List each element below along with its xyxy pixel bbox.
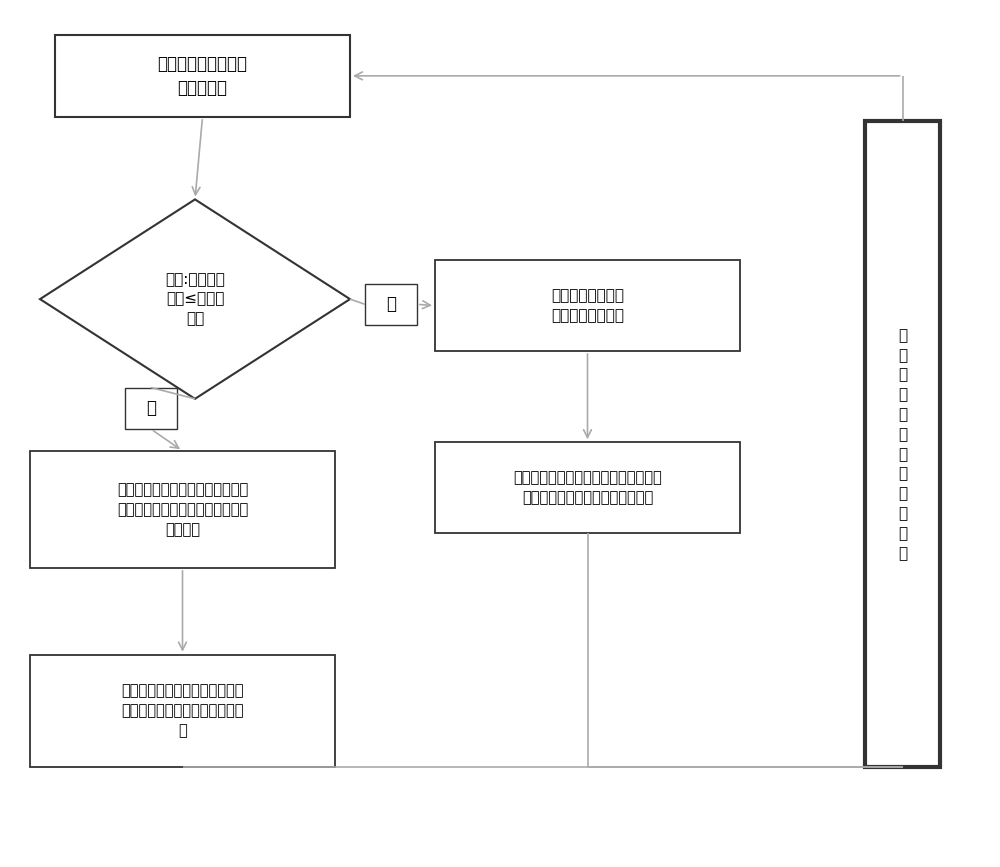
Text: 是: 是	[146, 400, 156, 417]
Bar	[30, 451, 335, 568]
Text: 否: 否	[386, 296, 396, 313]
Bar	[865, 121, 940, 767]
Bar	[365, 284, 417, 325]
Bar	[55, 35, 350, 117]
Bar	[435, 260, 740, 351]
Text: 判断:沉积表面
高程≤基准面
高程: 判断:沉积表面 高程≤基准面 高程	[165, 272, 225, 326]
Text: 根据沉积物的密度计算沉积物的
厚度，并添加到沉积表面的高程
上: 根据沉积物的密度计算沉积物的 厚度，并添加到沉积表面的高程 上	[121, 684, 244, 738]
Bar	[435, 442, 740, 533]
Bar	[125, 388, 177, 429]
Text: 根据沉积物的密度计算沉积物的厚度，
沉积表面的高程，沉积物质的组成: 根据沉积物的密度计算沉积物的厚度， 沉积表面的高程，沉积物质的组成	[513, 470, 662, 505]
Text: 基
准
面
高
程
，
沉
积
表
面
高
程: 基 准 面 高 程 ， 沉 积 表 面 高 程	[898, 328, 907, 561]
Text: 发生剥蚀带入剥蚀
公式，计算剥蚀量: 发生剥蚀带入剥蚀 公式，计算剥蚀量	[551, 288, 624, 323]
Bar	[30, 655, 335, 767]
Polygon shape	[40, 199, 350, 399]
Text: 发生沉积作用带入沉积公式，计算
沉积量，沉积表面的高程，沉积物
质的组成: 发生沉积作用带入沉积公式，计算 沉积量，沉积表面的高程，沉积物 质的组成	[117, 482, 248, 537]
Text: 输入：沉积表面高程
基准面高程: 输入：沉积表面高程 基准面高程	[157, 55, 247, 96]
